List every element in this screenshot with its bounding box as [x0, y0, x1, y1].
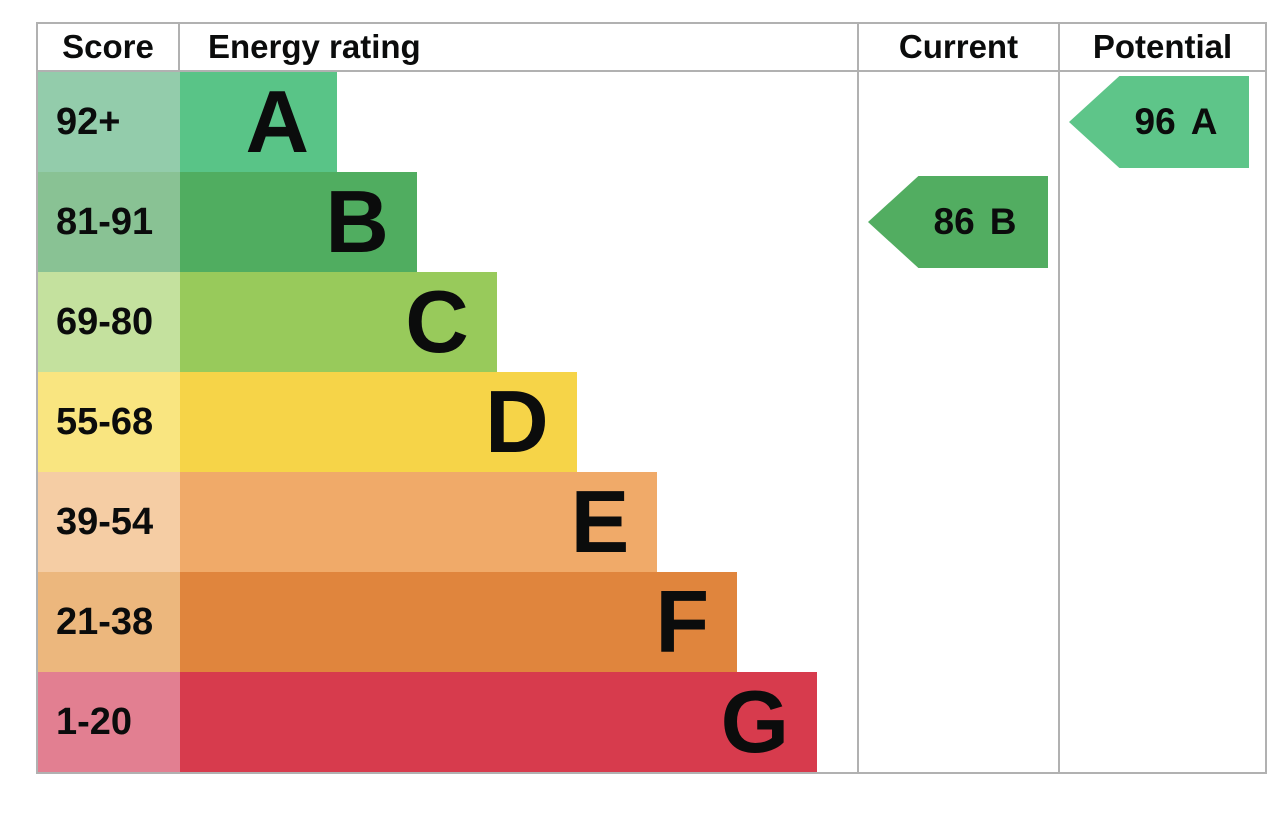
score-range-d: 55-68 [38, 372, 180, 472]
band-row-b: 81-91 B 86 B [38, 172, 1265, 272]
column-header-energy-rating: Energy rating [208, 28, 421, 65]
band-row-f: 21-38 F [38, 572, 1265, 672]
potential-band-letter: A [1190, 101, 1218, 142]
score-range-e: 39-54 [38, 472, 180, 572]
band-row-a: 92+ A 96 A [38, 72, 1265, 172]
band-letter-g: G [720, 672, 790, 771]
band-row-g: 1-20 G [38, 672, 1265, 772]
band-letter-e: E [570, 472, 630, 571]
column-header-current: Current [857, 24, 1058, 70]
bar-area-d: D [180, 372, 857, 472]
bar-area-b: B [180, 172, 857, 272]
current-score-value: 86 [933, 201, 975, 242]
band-letter-f: F [655, 572, 710, 671]
bar-area-f: F [180, 572, 857, 672]
current-cell-d [857, 372, 1058, 472]
current-band-letter: B [989, 201, 1017, 242]
potential-cell-g [1058, 672, 1265, 772]
potential-cell-b [1058, 172, 1265, 272]
epc-rating-table: Score Energy rating Current Potential 92… [36, 22, 1267, 774]
current-cell-c [857, 272, 1058, 372]
current-cell-e [857, 472, 1058, 572]
band-letter-b: B [325, 172, 389, 271]
band-bar-a: A [180, 72, 338, 172]
score-range-b: 81-91 [38, 172, 180, 272]
score-range-g: 1-20 [38, 672, 180, 772]
band-row-e: 39-54 E [38, 472, 1265, 572]
band-bar-b: B [180, 172, 417, 272]
band-bar-f: F [180, 572, 738, 672]
band-letter-c: C [405, 272, 469, 371]
current-cell-g [857, 672, 1058, 772]
band-row-c: 69-80 C [38, 272, 1265, 372]
band-bar-d: D [180, 372, 577, 472]
band-bar-c: C [180, 272, 497, 372]
potential-cell-d [1058, 372, 1265, 472]
potential-cell-a: 96 A [1058, 72, 1265, 172]
current-rating-arrow: 86 B [868, 176, 1048, 268]
bar-area-g: G [180, 672, 857, 772]
score-range-a: 92+ [38, 72, 180, 172]
potential-score-value: 96 [1134, 101, 1176, 142]
band-letter-a: A [245, 72, 310, 171]
bar-area-c: C [180, 272, 857, 372]
potential-cell-f [1058, 572, 1265, 672]
column-header-score: Score [38, 24, 180, 70]
column-header-potential: Potential [1058, 24, 1265, 70]
table-header-row: Score Energy rating Current Potential [38, 24, 1265, 72]
score-range-c: 69-80 [38, 272, 180, 372]
band-bar-e: E [180, 472, 658, 572]
bar-area-e: E [180, 472, 857, 572]
current-cell-a [857, 72, 1058, 172]
band-row-d: 55-68 D [38, 372, 1265, 472]
potential-cell-c [1058, 272, 1265, 372]
band-bar-g: G [180, 672, 818, 772]
bar-area-a: A [180, 72, 857, 172]
current-cell-b: 86 B [857, 172, 1058, 272]
current-cell-f [857, 572, 1058, 672]
score-range-f: 21-38 [38, 572, 180, 672]
potential-cell-e [1058, 472, 1265, 572]
potential-rating-arrow: 96 A [1069, 76, 1249, 168]
band-letter-d: D [485, 372, 549, 471]
